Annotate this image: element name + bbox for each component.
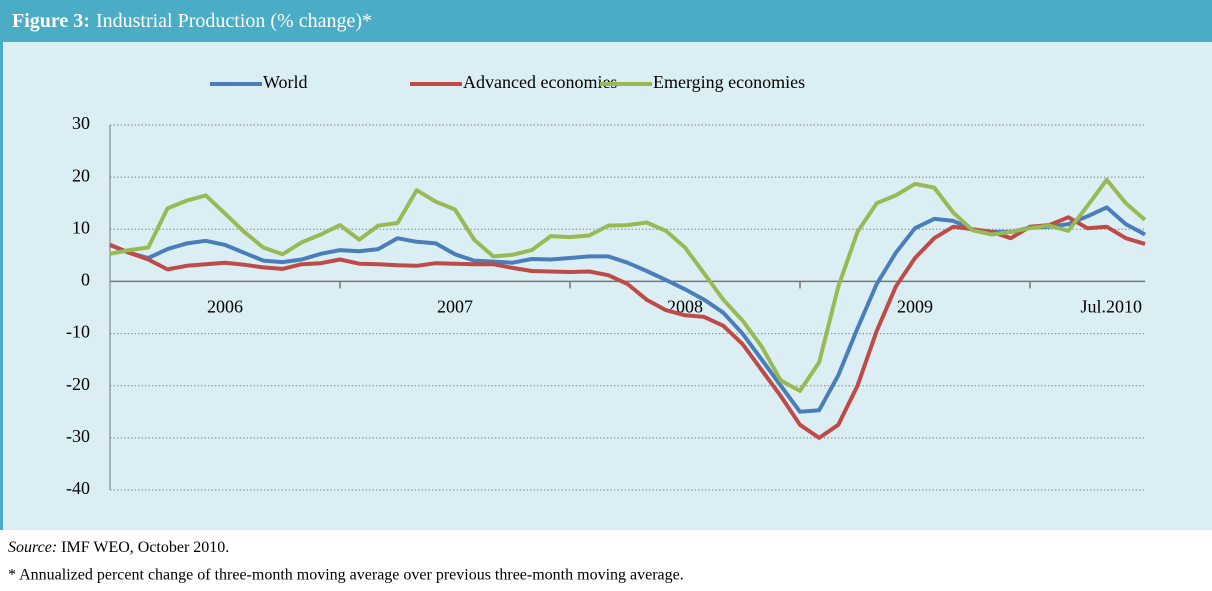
x-tick-label: 2006	[207, 297, 243, 317]
series-line	[109, 177, 1147, 393]
figure-title: Figure 3: Industrial Production (% change…	[12, 10, 372, 32]
y-tick-label: -20	[66, 374, 90, 394]
x-tick-label: 2009	[897, 297, 933, 317]
y-tick-label: -10	[66, 322, 90, 342]
y-tick-label: 20	[72, 165, 90, 185]
source-label: Source:	[8, 539, 57, 556]
y-tick-label: 10	[72, 217, 90, 237]
x-tick-label: Jul.2010	[1080, 297, 1142, 317]
source: Source: IMF WEO, October 2010.	[8, 539, 229, 556]
header-band	[0, 0, 1212, 42]
left-border	[0, 0, 3, 530]
legend-label: World	[263, 72, 308, 92]
legend-label: Emerging economies	[653, 72, 805, 92]
legend-label: Advanced economies	[463, 72, 617, 92]
y-tick-label: -40	[66, 478, 90, 498]
y-tick-label: 0	[81, 270, 90, 290]
y-tick-label: 30	[72, 113, 90, 133]
chart-title: Industrial Production (% change)*	[96, 10, 372, 32]
figure-label: Figure 3:	[12, 10, 90, 32]
source-text: IMF WEO, October 2010.	[61, 539, 229, 556]
footnote: * Annualized percent change of three-mon…	[8, 567, 684, 584]
y-tick-label: -30	[66, 426, 90, 446]
x-tick-label: 2007	[437, 297, 473, 317]
